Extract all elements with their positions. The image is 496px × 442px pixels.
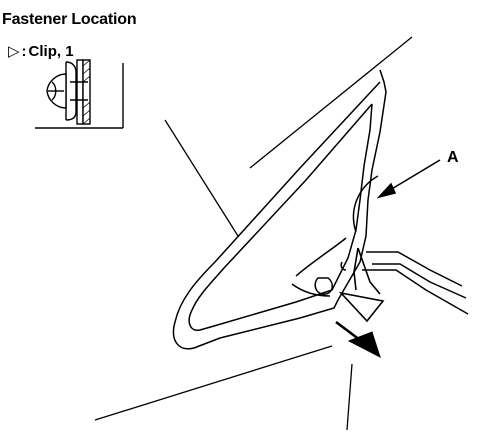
diagram-title: Fastener Location [2, 11, 137, 28]
clip-location-marker-icon [338, 247, 385, 323]
clip-detail-illustration [35, 59, 124, 129]
mirror-trim-cover [172, 69, 469, 350]
removal-direction-arrow-icon [335, 320, 381, 358]
fastener-legend: ▷: Clip, 1 [8, 42, 74, 60]
clip-symbol-icon: ▷ [8, 43, 20, 60]
legend-label: Clip, 1 [28, 43, 74, 60]
callout-label-a: A [447, 149, 459, 166]
body-panel-outline [94, 36, 413, 431]
legend-separator: : [21, 43, 27, 60]
callout-leader-a [376, 159, 441, 199]
